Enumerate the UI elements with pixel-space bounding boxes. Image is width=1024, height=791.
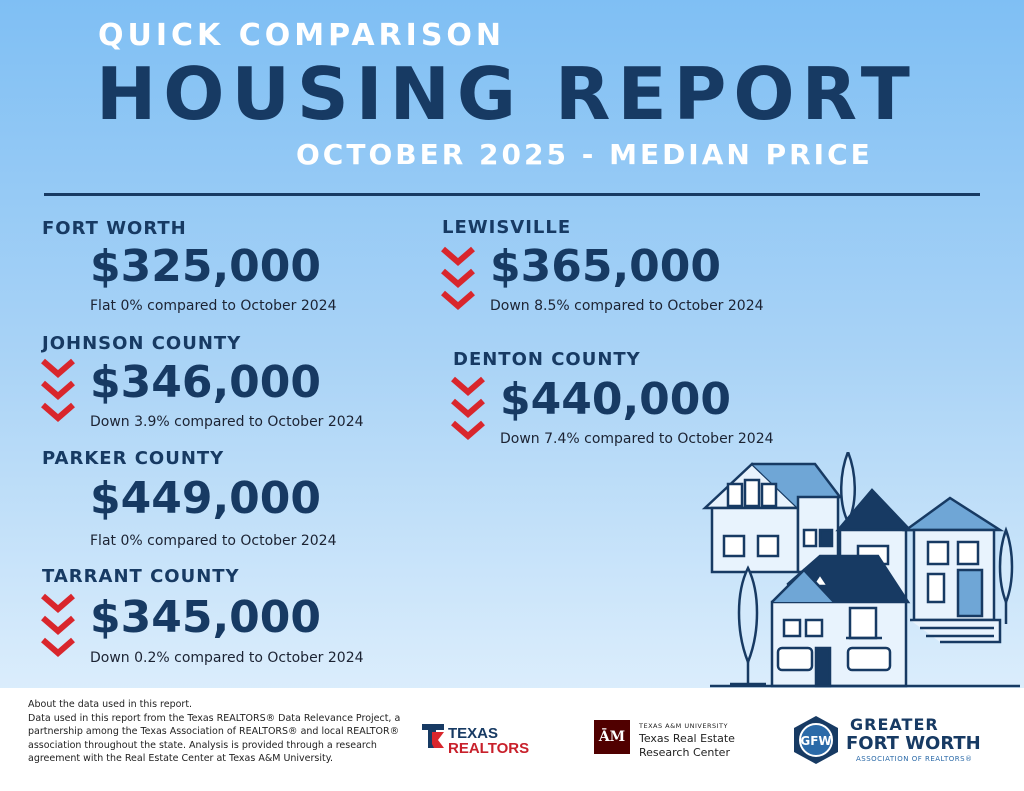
price-parker-county: $449,000 [90,473,322,524]
gfw-mark: GFW [800,734,831,748]
houses-illustration [701,452,1020,688]
region-name: DENTON COUNTY [453,349,641,370]
tam-line2: Texas Real Estate [639,732,735,745]
price-johnson-county: $346,000 [90,357,322,408]
header-kicker: QUICK COMPARISON [98,18,506,53]
region-tarrant-county: TARRANT COUNTY [42,566,240,587]
region-lewisville: LEWISVILLE [442,217,571,238]
region-johnson-county: JOHNSON COUNTY [42,333,241,354]
region-fort-worth: FORT WORTH [42,218,187,239]
texas-realtors-line2: REALTORS [448,740,530,757]
region-name: LEWISVILLE [442,217,572,238]
note-lewisville: Down 8.5% compared to October 2024 [490,298,764,314]
footer [0,688,1024,791]
region-name: FORT WORTH [42,218,187,239]
page-subtitle: OCTOBER 2025 - MEDIAN PRICE [296,138,873,171]
footer-body: Data used in this report from the Texas … [28,712,401,765]
region-denton-county: DENTON COUNTY [453,349,641,370]
note-johnson-county: Down 3.9% compared to October 2024 [90,414,364,430]
note-fort-worth: Flat 0% compared to October 2024 [90,298,337,314]
gfw-line3: ASSOCIATION OF REALTORS® [856,755,973,763]
divider [44,193,980,196]
price-fort-worth: $325,000 [90,241,322,292]
gfw-logo-icon: GFW [794,716,838,764]
price-lewisville: $365,000 [490,241,722,292]
texas-realtors-wordmark: TEXAS REALTORS [448,726,529,756]
tam-logo: ĀM [594,720,630,754]
gfw-line1: GREATER [850,715,939,734]
price-tarrant-county: $345,000 [90,592,322,643]
tam-line1: TEXAS A&M UNIVERSITY [639,722,728,730]
page-title: HOUSING REPORT [96,52,917,136]
down-arrows-icon [451,376,485,440]
down-arrows-icon [441,246,475,310]
region-parker-county: PARKER COUNTY [42,448,224,469]
region-name: PARKER COUNTY [42,448,225,469]
note-parker-county: Flat 0% compared to October 2024 [90,533,337,549]
texas-realtors-line1: TEXAS [448,725,499,742]
region-name: JOHNSON COUNTY [42,333,242,354]
gfw-line2: FORT WORTH [846,733,981,754]
down-arrows-icon [41,358,75,422]
note-tarrant-county: Down 0.2% compared to October 2024 [90,650,364,666]
tam-line3: Research Center [639,746,730,759]
note-denton-county: Down 7.4% compared to October 2024 [500,431,774,447]
price-denton-county: $440,000 [500,374,732,425]
down-arrows-icon [41,593,75,657]
footer-text: About the data used in this report. Data… [28,698,408,766]
texas-realtors-logo [422,724,444,748]
region-name: TARRANT COUNTY [42,566,240,587]
footer-about: About the data used in this report. [28,699,193,710]
